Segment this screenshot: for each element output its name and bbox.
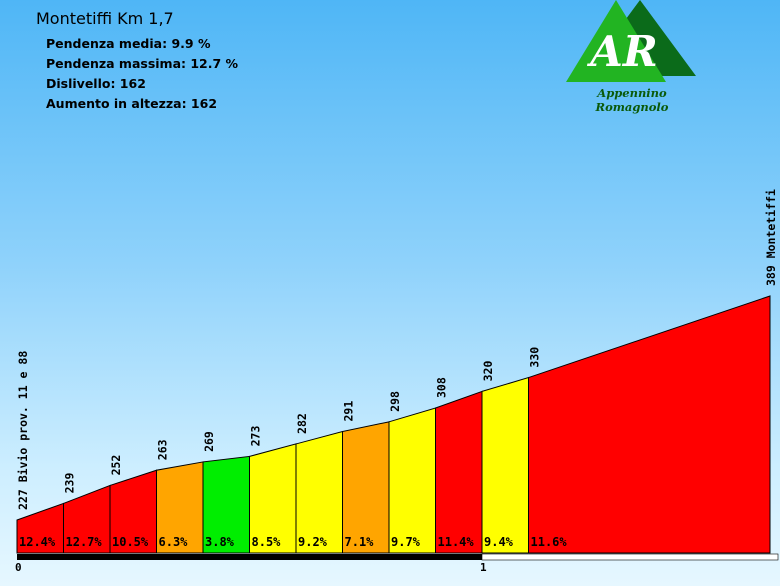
profile-segment xyxy=(528,295,771,554)
altitude-point-label: 269 xyxy=(202,431,216,452)
altitude-point-label: 298 xyxy=(388,391,402,412)
altitude-point-label: 291 xyxy=(342,401,356,422)
stats-panel: Pendenza media: 9.9 % Pendenza massima: … xyxy=(46,34,238,114)
logo-light-triangle xyxy=(566,0,666,82)
altitude-point-label: 273 xyxy=(249,426,263,447)
altitude-point-label: 308 xyxy=(435,377,449,398)
profile-segment xyxy=(388,407,436,554)
profile-segment xyxy=(342,421,390,554)
km-bar-white xyxy=(481,553,779,561)
altitude-point-label: 320 xyxy=(481,361,495,382)
altitude-point-label: 239 xyxy=(63,473,77,494)
km-bar-black xyxy=(17,554,482,560)
segment-grade-label: 9.2% xyxy=(298,535,328,549)
altitude-point-label: 263 xyxy=(156,439,170,460)
stat-elevation-difference: Dislivello: 162 xyxy=(46,76,146,91)
altitude-point-label: 282 xyxy=(295,413,309,434)
segment-grade-label: 12.7% xyxy=(66,535,103,549)
segment-grade-label: 10.5% xyxy=(112,535,149,549)
segment-grade-label: 8.5% xyxy=(252,535,282,549)
chart-title: Montetiffi Km 1,7 xyxy=(36,9,174,28)
altitude-point-label: 252 xyxy=(109,455,123,476)
stat-max-grade: Pendenza massima: 12.7 % xyxy=(46,56,239,71)
logo: AR xyxy=(566,0,696,82)
km-tick-label: 1 xyxy=(480,561,487,574)
segment-grade-label: 12.4% xyxy=(19,535,56,549)
logo-letters: AR xyxy=(586,27,658,76)
segment-grade-label: 6.3% xyxy=(159,535,189,549)
logo-caption: Appennino Romagnolo xyxy=(595,86,669,114)
stat-height-gain: Aumento in altezza: 162 xyxy=(46,96,218,111)
segment-grade-label: 9.4% xyxy=(484,535,514,549)
segment-grade-label: 3.8% xyxy=(205,535,235,549)
km-tick-label: 0 xyxy=(15,561,22,574)
segment-grade-label: 7.1% xyxy=(345,535,375,549)
segment-grade-label: 11.6% xyxy=(531,535,568,549)
profile-segment xyxy=(481,376,529,554)
profile-segment xyxy=(435,390,483,554)
segment-grade-label: 9.7% xyxy=(391,535,421,549)
altitude-point-label: 227 Bivio prov. 11 e 88 xyxy=(16,351,30,510)
segment-grade-label: 11.4% xyxy=(438,535,475,549)
altitude-point-label: 389 Montetiffi xyxy=(764,189,778,286)
altitude-point-label: 330 xyxy=(528,347,542,368)
stat-average-grade: Pendenza media: 9.9 % xyxy=(46,36,211,51)
